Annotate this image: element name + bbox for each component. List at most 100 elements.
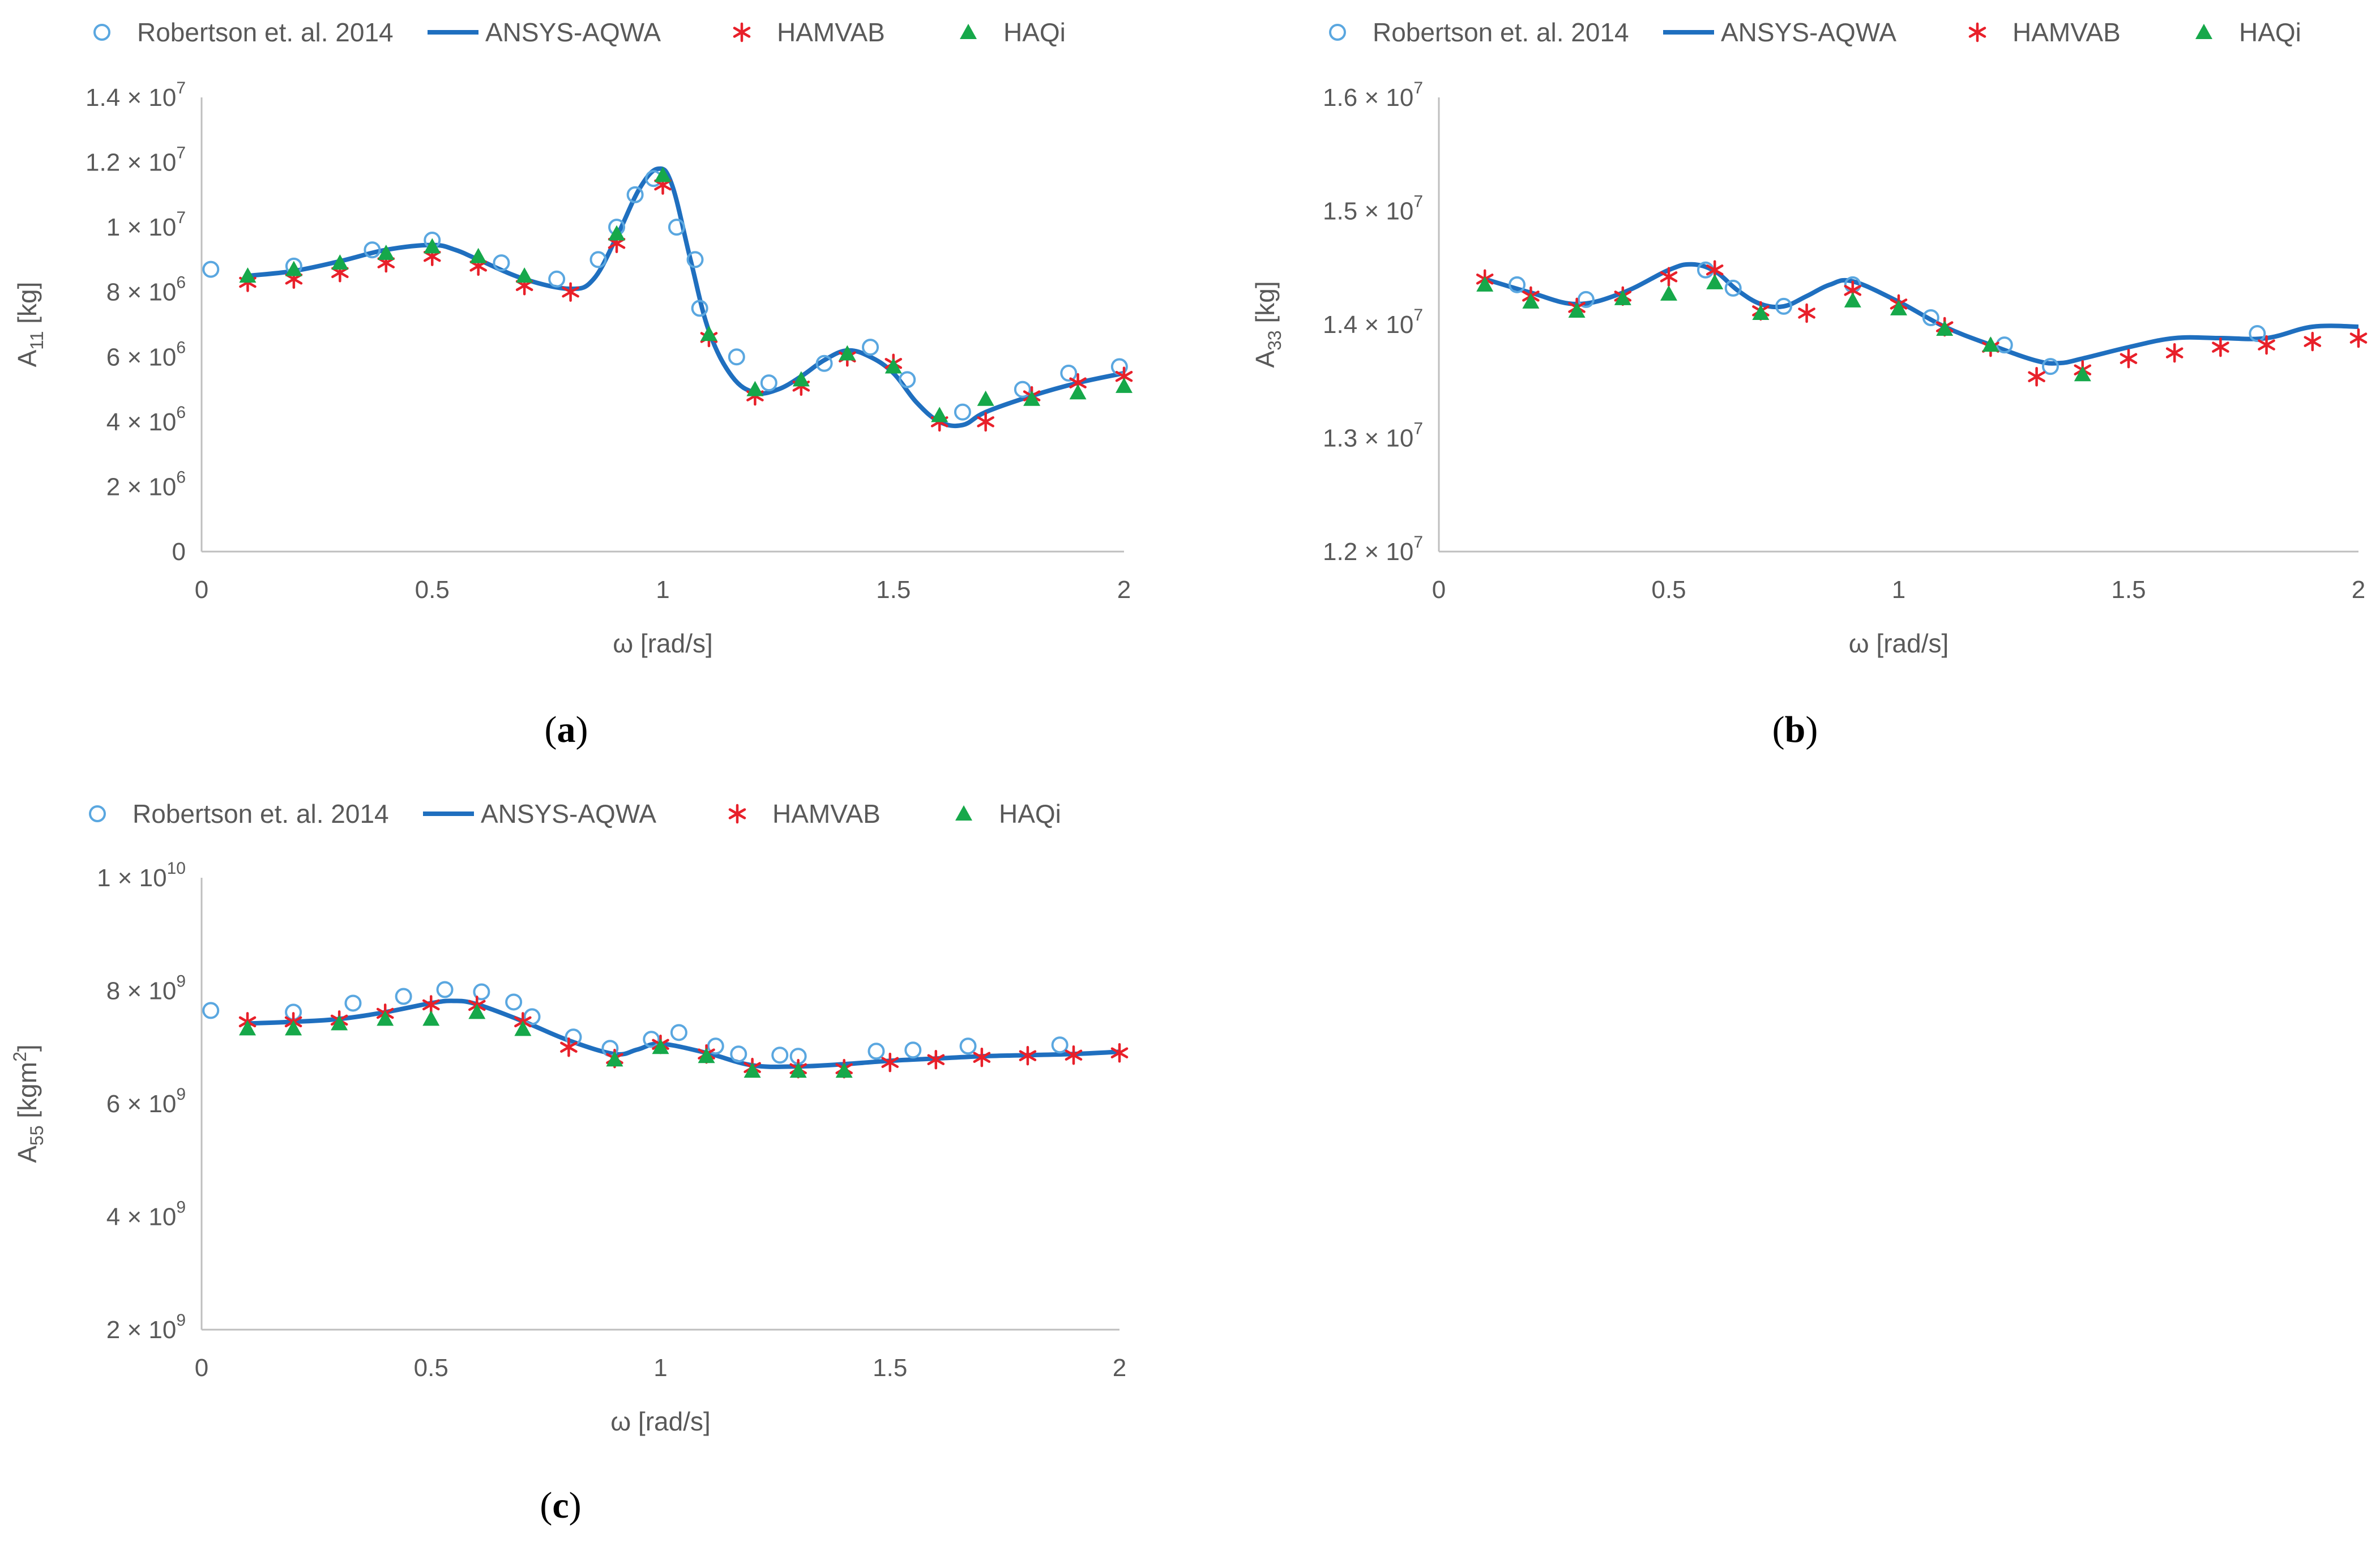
legend-robertson-marker — [1329, 24, 1346, 41]
haqi-point — [977, 390, 994, 406]
haqi-point — [1660, 285, 1677, 301]
robertson-point — [668, 219, 685, 236]
robertson-point — [505, 993, 523, 1011]
hamvab-point — [1660, 267, 1678, 287]
haqi-point — [422, 1010, 440, 1026]
hamvab-point — [1019, 1045, 1037, 1066]
y-tick-label: 6 × 109 — [106, 1085, 186, 1118]
haqi-point — [285, 1020, 302, 1036]
panel-label: (b) — [1772, 709, 1818, 750]
y-tick-label: 1 × 107 — [106, 208, 186, 241]
legend-item-haqi: HAQi — [955, 799, 1061, 828]
y-tick-label: 1.2 × 107 — [1323, 533, 1423, 566]
legend-b: Robertson et. al. 2014 ANSYS-AQWA HAMVAB HA… — [1329, 18, 2301, 47]
plot-area-b — [1476, 260, 2368, 387]
robertson-point — [523, 1008, 541, 1026]
haqi-point — [377, 244, 395, 260]
haqi-point — [1982, 336, 1999, 352]
y-tick-label: 8 × 109 — [106, 972, 186, 1005]
x-axis-title: ω [rad/s] — [613, 629, 713, 658]
legend-ansys-label: ANSYS-AQWA — [1721, 18, 1896, 47]
robertson-point — [771, 1047, 789, 1064]
legend-item-ansys: ANSYS-AQWA — [1663, 18, 1896, 47]
x-tick-label: 1 — [653, 1354, 667, 1382]
haqi-point — [331, 1015, 348, 1031]
robertson-point — [760, 374, 777, 392]
x-tick-label: 0 — [195, 1354, 208, 1382]
legend-hamvab-label: HAMVAB — [777, 18, 885, 47]
robertson-point — [1060, 364, 1078, 382]
legend-hamvab-label: HAMVAB — [2012, 18, 2121, 47]
haqi-point — [331, 254, 349, 270]
x-tick-label: 1 — [1892, 576, 1905, 604]
robertson-point — [1775, 297, 1792, 315]
haqi-point — [885, 358, 902, 374]
robertson-point — [815, 354, 833, 372]
haqi-point — [1476, 276, 1494, 292]
y-axis-title: A33 [kg] — [1250, 281, 1285, 368]
legend-hamvab-marker — [728, 804, 746, 824]
haqi-point — [377, 1010, 394, 1026]
series-haqi — [1476, 274, 2091, 382]
hamvab-point — [1110, 1043, 1129, 1063]
hamvab-point — [1065, 1045, 1083, 1065]
y-tick-label: 1.4 × 107 — [86, 79, 186, 112]
robertson-point — [548, 270, 566, 288]
hamvab-point — [562, 282, 579, 302]
x-tick-label: 0.5 — [415, 576, 450, 604]
haqi-point — [652, 1039, 669, 1054]
legend-item-hamvab: HAMVAB — [1968, 18, 2121, 47]
legend-robertson-marker — [89, 805, 106, 822]
haqi-point — [424, 238, 441, 254]
x-tick-label: 1 — [656, 576, 669, 604]
hamvab-point — [2028, 366, 2045, 387]
legend-item-ansys: ANSYS-AQWA — [428, 18, 661, 47]
haqi-point — [1116, 377, 1133, 393]
y-tick-label: 6 × 106 — [106, 338, 186, 371]
panel-label: (a) — [545, 709, 588, 750]
legend-ansys-label: ANSYS-AQWA — [481, 799, 656, 828]
haqi-point — [789, 1062, 807, 1078]
panel-label: (c) — [540, 1485, 581, 1526]
hamvab-point — [2212, 337, 2229, 357]
haqi-point — [1069, 384, 1087, 400]
x-tick-label: 1.5 — [876, 576, 911, 604]
x-tick-label: 1.5 — [2111, 576, 2146, 604]
haqi-point — [514, 1020, 532, 1036]
hamvab-point — [977, 412, 994, 432]
series-robertson — [202, 981, 1069, 1065]
robertson-point — [728, 348, 745, 366]
robertson-point — [904, 1041, 922, 1059]
chart-panel-a: Robertson et. al. 2014 ANSYS-AQWA HAMVAB HA… — [12, 18, 1133, 750]
haqi-point — [239, 267, 257, 283]
robertson-point — [2041, 358, 2059, 375]
haqi-point — [744, 1062, 761, 1078]
haqi-point — [1023, 390, 1041, 406]
robertson-point — [643, 1031, 660, 1048]
haqi-point — [468, 1003, 486, 1019]
haqi-point — [700, 326, 717, 341]
robertson-point — [395, 988, 412, 1005]
robertson-point — [959, 1037, 977, 1055]
robertson-point — [364, 241, 381, 259]
hamvab-point — [1798, 303, 1815, 323]
haqi-point — [1568, 302, 1586, 318]
legend-item-robertson: Robertson et. al. 2014 — [93, 18, 394, 47]
legend-haqi-marker — [960, 24, 977, 39]
y-axis-title: A55 [kgm2] — [10, 1044, 47, 1163]
legend-hamvab-label: HAMVAB — [772, 799, 881, 828]
legend-robertson-label: Robertson et. al. 2014 — [1373, 18, 1629, 47]
hamvab-point — [973, 1047, 991, 1067]
haqi-point — [516, 267, 533, 283]
robertson-point — [1051, 1036, 1069, 1054]
y-tick-label: 8 × 106 — [106, 274, 186, 306]
robertson-point — [686, 251, 704, 268]
haqi-point — [606, 1051, 623, 1067]
legend-haqi-label: HAQi — [999, 799, 1061, 828]
y-tick-label: 2 × 106 — [106, 468, 186, 501]
x-tick-label: 1.5 — [873, 1354, 907, 1382]
haqi-point — [698, 1048, 715, 1063]
series-line-ansys — [247, 166, 1125, 429]
haqi-point — [839, 345, 856, 361]
